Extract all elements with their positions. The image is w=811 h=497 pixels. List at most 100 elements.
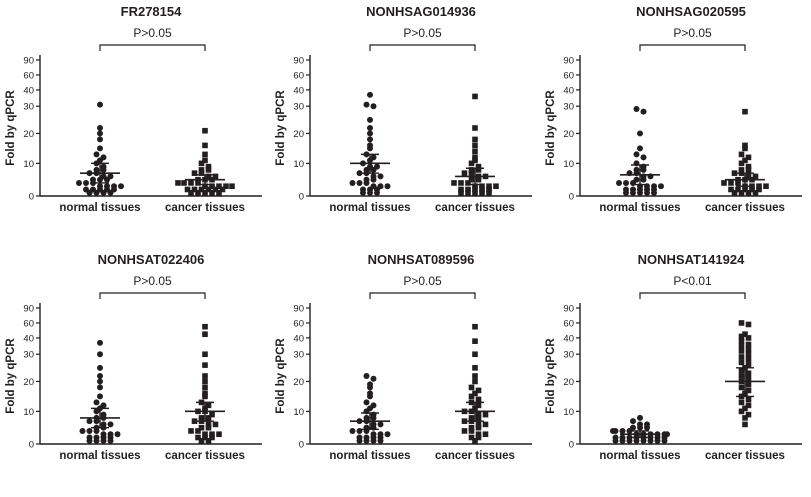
data-point-square: [475, 387, 482, 394]
data-point-circle: [367, 130, 373, 137]
data-point-square: [212, 173, 219, 180]
data-point-square: [468, 160, 475, 167]
data-point-circle: [623, 179, 629, 186]
data-point-circle: [93, 418, 100, 425]
data-point-square: [465, 180, 471, 186]
scatter-series-normal: [349, 373, 391, 444]
data-point-square: [461, 418, 468, 424]
data-point-circle: [633, 105, 640, 112]
y-tick-label: 0: [29, 440, 34, 451]
data-point-square: [745, 362, 752, 368]
data-point-square: [742, 405, 748, 412]
data-point-square: [738, 354, 745, 360]
data-point-circle: [107, 189, 114, 196]
data-point-square: [205, 167, 212, 173]
data-point-circle: [86, 427, 93, 434]
data-point-square: [472, 351, 478, 358]
data-point-circle: [612, 437, 619, 444]
y-tick-label: 0: [29, 192, 34, 203]
data-point-square: [472, 378, 478, 385]
p-value-label: P>0.05: [133, 26, 172, 40]
data-point-square: [745, 370, 752, 377]
chart-svg: NONHSAG020595 P>0.05 0 10 20 30 40 60 90 Fold by …: [545, 4, 802, 214]
data-point-square: [198, 415, 205, 421]
data-point-circle: [363, 373, 370, 379]
data-point-square: [479, 186, 485, 193]
scatter-series-normal: [349, 91, 391, 196]
data-point-square: [198, 170, 205, 176]
data-point-square: [742, 331, 748, 337]
data-point-circle: [367, 116, 373, 123]
data-point-circle: [640, 108, 647, 115]
data-point-square: [479, 189, 485, 196]
data-point-square: [209, 411, 215, 418]
data-point-circle: [367, 189, 373, 196]
data-point-square: [472, 365, 478, 371]
data-point-circle: [637, 130, 643, 137]
data-point-square: [738, 373, 745, 379]
data-point-square: [472, 136, 478, 143]
data-point-square: [191, 186, 198, 193]
x-category-label: normal tissues: [329, 450, 410, 462]
data-point-square: [742, 157, 748, 164]
y-tick-label: 30: [563, 102, 574, 113]
data-point-square: [219, 186, 226, 193]
data-point-circle: [640, 166, 647, 173]
data-point-square: [472, 154, 478, 161]
y-axis-label: Fold by qPCR: [545, 90, 557, 166]
data-point-circle: [97, 351, 103, 358]
data-point-circle: [97, 384, 103, 391]
mean-error-bar: [455, 167, 495, 186]
data-point-square: [202, 431, 208, 438]
data-point-square: [202, 390, 208, 397]
data-point-square: [198, 167, 205, 173]
data-point-square: [202, 157, 208, 164]
data-point-circle: [349, 427, 356, 434]
data-point-square: [475, 402, 482, 409]
data-point-square: [202, 384, 208, 391]
data-point-square: [493, 183, 499, 190]
data-point-square: [205, 163, 212, 170]
data-point-circle: [637, 189, 643, 196]
scatter-series-normal: [610, 414, 670, 444]
data-point-circle: [356, 437, 363, 444]
x-category-label: cancer tissues: [435, 450, 515, 462]
chart-svg: NONHSAG014936 P>0.05 0 10 20 30 40 60 90 Fold by …: [275, 4, 532, 214]
chart-title: FR278154: [121, 4, 182, 19]
data-point-square: [202, 151, 208, 158]
data-point-square: [745, 335, 752, 341]
y-tick-label: 90: [293, 56, 304, 67]
y-tick-label: 90: [293, 304, 304, 315]
mean-error-bar: [350, 153, 390, 174]
data-point-square: [472, 157, 478, 164]
data-point-square: [202, 142, 208, 149]
data-point-square: [181, 180, 187, 186]
data-point-square: [202, 189, 208, 196]
data-point-square: [752, 189, 759, 196]
data-point-square: [745, 356, 752, 363]
y-tick-label: 40: [563, 333, 574, 344]
data-point-square: [205, 437, 212, 444]
data-point-square: [479, 183, 485, 190]
data-point-circle: [377, 173, 384, 180]
data-point-square: [202, 362, 208, 368]
data-point-square: [486, 183, 492, 190]
data-point-circle: [370, 166, 377, 173]
data-point-square: [229, 183, 235, 190]
data-point-square: [486, 186, 492, 193]
data-point-circle: [100, 437, 107, 444]
data-point-square: [472, 437, 478, 444]
data-point-circle: [637, 145, 643, 152]
data-point-square: [735, 186, 741, 193]
mean-error-bar: [350, 412, 390, 431]
data-point-square: [738, 160, 745, 167]
data-point-square: [482, 421, 489, 428]
scatter-series-cancer: [175, 127, 235, 196]
data-point-circle: [619, 427, 626, 434]
data-point-square: [763, 183, 769, 190]
data-point-circle: [363, 179, 370, 186]
data-point-square: [475, 167, 482, 173]
data-point-circle: [630, 189, 636, 196]
chart-panel: NONHSAT141924 P<0.01 0 10 20 30 40 60 90 Fold by …: [540, 248, 810, 496]
scatter-series-normal: [76, 101, 124, 196]
